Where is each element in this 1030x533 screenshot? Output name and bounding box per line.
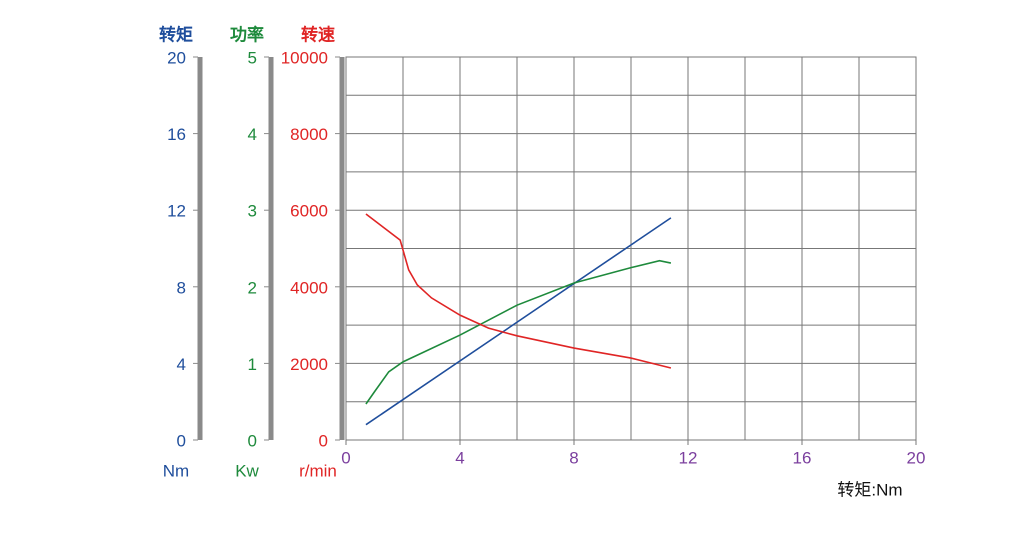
y-tick-label: 12: [167, 202, 186, 221]
axis-unit: r/min: [299, 461, 337, 480]
y-tick-label: 16: [167, 125, 186, 144]
y-tick-label: 1: [248, 355, 257, 374]
y-tick-label: 0: [319, 431, 328, 450]
axis-title: 转速: [301, 24, 335, 44]
x-tick-label: 4: [455, 448, 464, 467]
x-tick-label: 16: [793, 448, 812, 467]
axis-title: 转矩: [159, 24, 193, 44]
y-tick-label: 0: [177, 431, 186, 450]
plot-frame: [345, 56, 917, 441]
series-line: [365, 217, 672, 426]
y-tick-label: 8: [177, 278, 186, 297]
axis-title: 功率: [230, 24, 264, 44]
series-line: [365, 259, 672, 405]
x-tick-label: 8: [569, 448, 578, 467]
y-tick-label: 20: [167, 48, 186, 67]
y-tick-label: 2000: [290, 355, 328, 374]
y-tick-label: 5: [248, 48, 257, 67]
axis-unit: Nm: [163, 461, 189, 480]
y-tick-label: 0: [248, 431, 257, 450]
y-tick-label: 3: [248, 202, 257, 221]
x-axis-label: 转矩:Nm: [837, 480, 902, 499]
y-tick-label: 4: [177, 355, 186, 374]
y-tick-label: 4000: [290, 278, 328, 297]
y-tick-label: 8000: [290, 125, 328, 144]
axis-unit: Kw: [235, 461, 259, 480]
y-tick-label: 4: [248, 125, 257, 144]
y-tick-label: 10000: [281, 48, 328, 67]
x-tick-label: 20: [907, 448, 926, 467]
x-tick-label: 12: [679, 448, 698, 467]
y-tick-label: 2: [248, 278, 257, 297]
y-tick-label: 6000: [290, 202, 328, 221]
series-line: [365, 213, 672, 369]
x-tick-label: 0: [341, 448, 350, 467]
